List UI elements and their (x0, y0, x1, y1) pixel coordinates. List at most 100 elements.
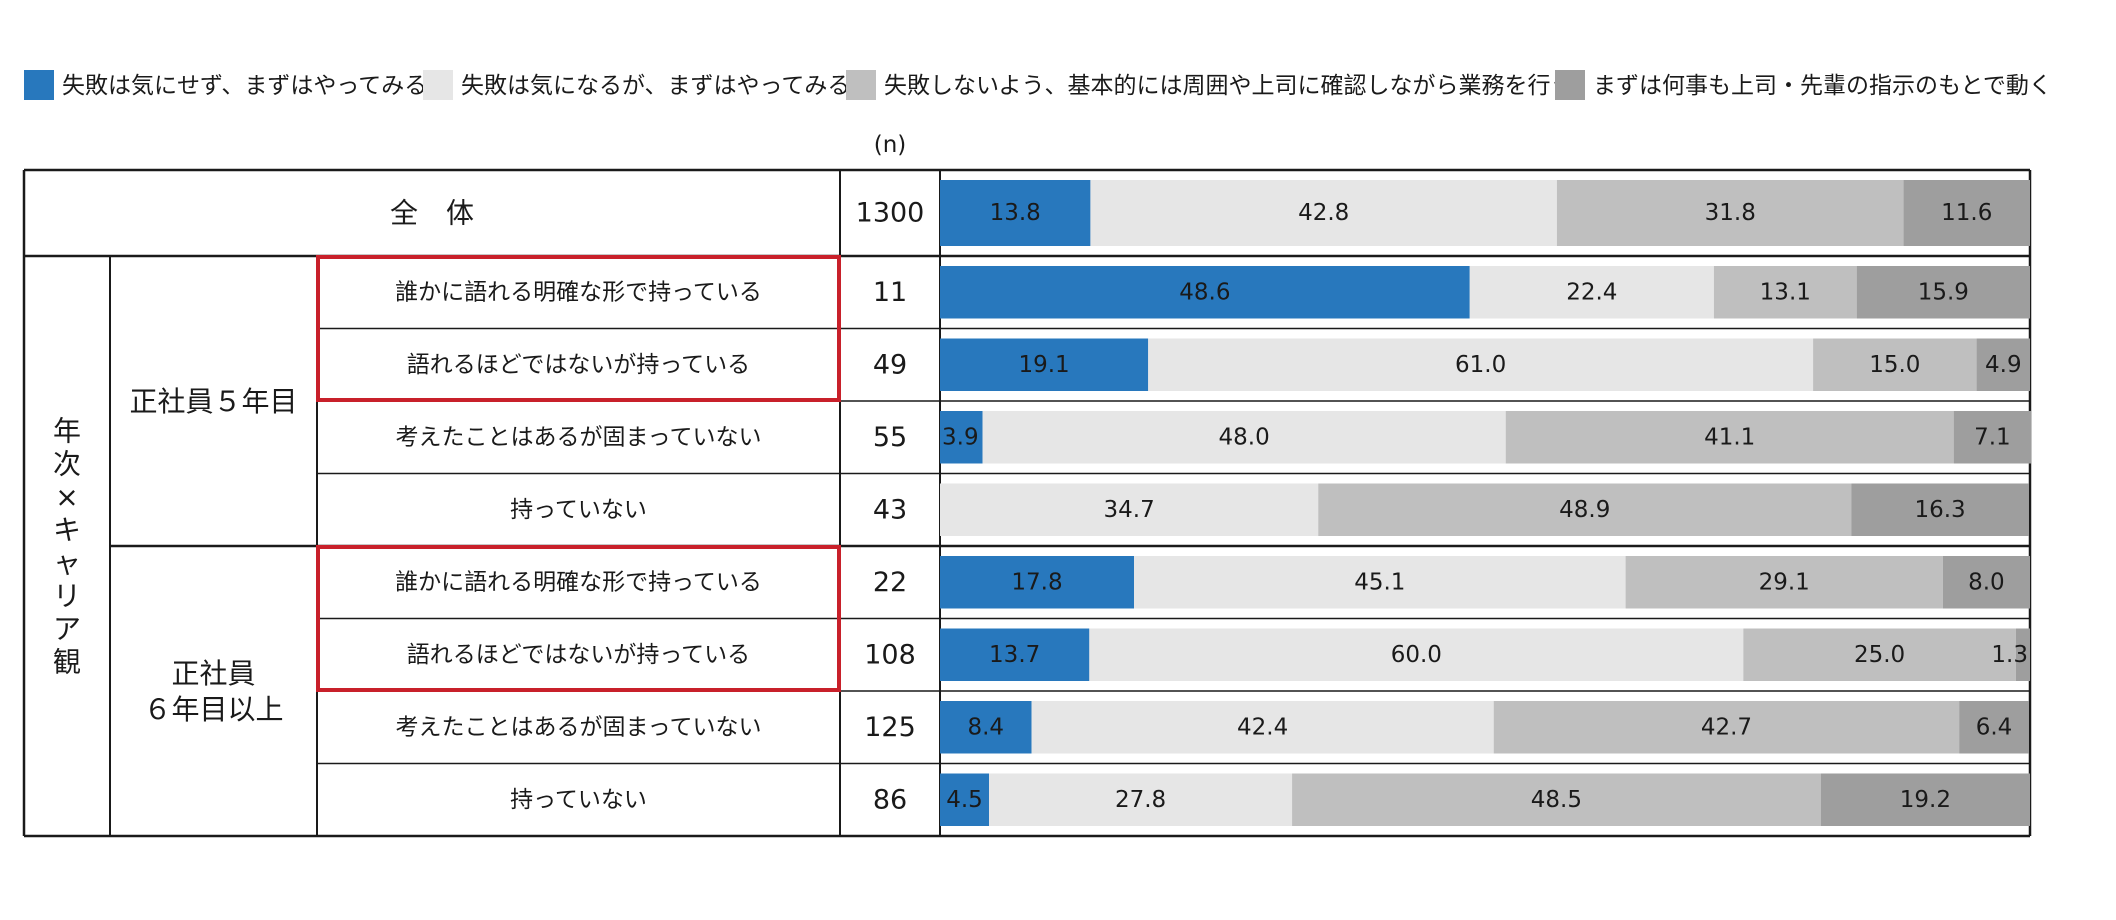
data-label: 48.6 (1179, 279, 1230, 305)
data-label: 19.2 (1900, 787, 1951, 813)
bar-segment (1813, 338, 1977, 391)
bar-segment (1134, 556, 1626, 609)
legend: 失敗は気にせず、まずはやってみる 失敗は気になるが、まずはやってみる 失敗しないよう… (24, 70, 2052, 100)
data-label: 17.8 (1011, 569, 1062, 595)
data-label: 48.5 (1531, 787, 1582, 813)
data-label: 41.1 (1704, 424, 1755, 450)
legend-label: 失敗しないよう、基本的には周囲や上司に確認しながら業務を行う (884, 73, 1574, 99)
group-label-line: ６年目以上 (143, 693, 283, 726)
bar-segment (1148, 338, 1814, 391)
bar-segment (1903, 180, 2030, 246)
outer-group-char: リ (53, 580, 81, 613)
row-label: 誰かに語れる明確な形で持っている (395, 569, 762, 595)
n-value: 55 (873, 422, 907, 453)
bar-segment (1959, 701, 2029, 754)
row-label: 語れるほどではないが持っている (407, 642, 750, 668)
outer-group-char: ア (53, 613, 81, 646)
group-label-line: 正社員５年目 (129, 385, 297, 418)
bar-segment (940, 701, 1032, 754)
data-label: 42.8 (1298, 200, 1349, 226)
bar-segment (1089, 628, 1744, 681)
row-label: 誰かに語れる明確な形で持っている (395, 279, 762, 305)
data-label: 45.1 (1354, 569, 1405, 595)
data-label: 11.6 (1941, 200, 1992, 226)
data-label: 31.8 (1705, 200, 1756, 226)
legend-swatch (423, 70, 453, 100)
row-label: 考えたことはあるが固まっていない (396, 714, 762, 740)
n-value: 86 (873, 784, 907, 815)
legend-label: 失敗は気になるが、まずはやってみる (461, 73, 850, 99)
n-value: 1300 (856, 198, 925, 229)
bar-segment (1469, 266, 1714, 319)
data-label: 42.4 (1237, 714, 1288, 740)
legend-swatch (1555, 70, 1585, 100)
data-label: 15.9 (1918, 279, 1969, 305)
outer-group-char: × (55, 481, 78, 514)
legend-label: まずは何事も上司・先輩の指示のもとで動く (1593, 73, 2052, 99)
bar-segment (940, 628, 1090, 681)
data-label: 19.1 (1018, 352, 1069, 378)
data-label: 29.1 (1759, 569, 1810, 595)
data-label: 25.0 (1854, 642, 1905, 668)
data-label: 4.5 (946, 787, 983, 813)
data-label: 22.4 (1566, 279, 1617, 305)
n-value: 108 (864, 639, 916, 670)
row-label: 持っていない (510, 787, 647, 813)
row-label: 考えたことはあるが固まっていない (396, 424, 762, 450)
bar-segment (1713, 266, 1857, 319)
n-value: 125 (864, 712, 916, 743)
data-label: 13.7 (989, 642, 1040, 668)
data-label: 4.9 (1985, 352, 2022, 378)
data-label: 13.1 (1760, 279, 1811, 305)
bar-segment (940, 266, 1470, 319)
outer-group-char: ャ (53, 547, 81, 580)
n-header: (n) (874, 132, 907, 158)
data-label: 3.9 (942, 424, 979, 450)
n-value: 11 (873, 277, 907, 308)
data-label: 7.1 (1974, 424, 2011, 450)
data-label: 48.0 (1219, 424, 1270, 450)
bar-segment (940, 411, 983, 464)
bar-segment (1851, 483, 2029, 536)
bar-segment (1031, 701, 1494, 754)
data-label: 34.7 (1104, 497, 1155, 523)
row-label: 持っていない (510, 497, 647, 523)
highlight-box (316, 545, 841, 692)
bar-segment (1493, 701, 1960, 754)
outer-group-char: キ (53, 514, 81, 547)
data-label: 42.7 (1701, 714, 1752, 740)
bar-segment (1953, 411, 2032, 464)
overall-label: 全 体 (390, 197, 474, 230)
data-label: 60.0 (1391, 642, 1442, 668)
bar-segment (940, 338, 1149, 391)
bar-segment (940, 483, 1319, 536)
bar-segment (1942, 556, 2030, 609)
bar-segment (1556, 180, 1904, 246)
bar-segment (1505, 411, 1954, 464)
data-label: 16.3 (1914, 497, 1965, 523)
bar-segment (989, 773, 1293, 826)
highlight-box (316, 255, 841, 402)
outer-group-char: 年 (53, 415, 81, 448)
data-label: 13.8 (990, 200, 1041, 226)
group-label-line: 正社員 (171, 657, 255, 690)
bar-segment (1743, 628, 2016, 681)
outer-group-label: 年次×キャリア観 (53, 415, 81, 679)
n-value: 49 (873, 349, 907, 380)
n-value: 22 (873, 567, 907, 598)
group-label: 正社員６年目以上 (143, 657, 283, 726)
bar-segment (982, 411, 1506, 464)
row-label: 語れるほどではないが持っている (407, 352, 750, 378)
legend-swatch (24, 70, 54, 100)
legend-swatch (846, 70, 876, 100)
bar-segment (940, 556, 1135, 609)
group-label: 正社員５年目 (129, 385, 297, 418)
bar-segment (940, 180, 1091, 246)
outer-group-char: 観 (53, 646, 81, 679)
highlight-boxes (316, 255, 841, 692)
bar-segment (1625, 556, 1943, 609)
bar-segment (1292, 773, 1821, 826)
data-label: 1.3 (1991, 642, 2028, 668)
